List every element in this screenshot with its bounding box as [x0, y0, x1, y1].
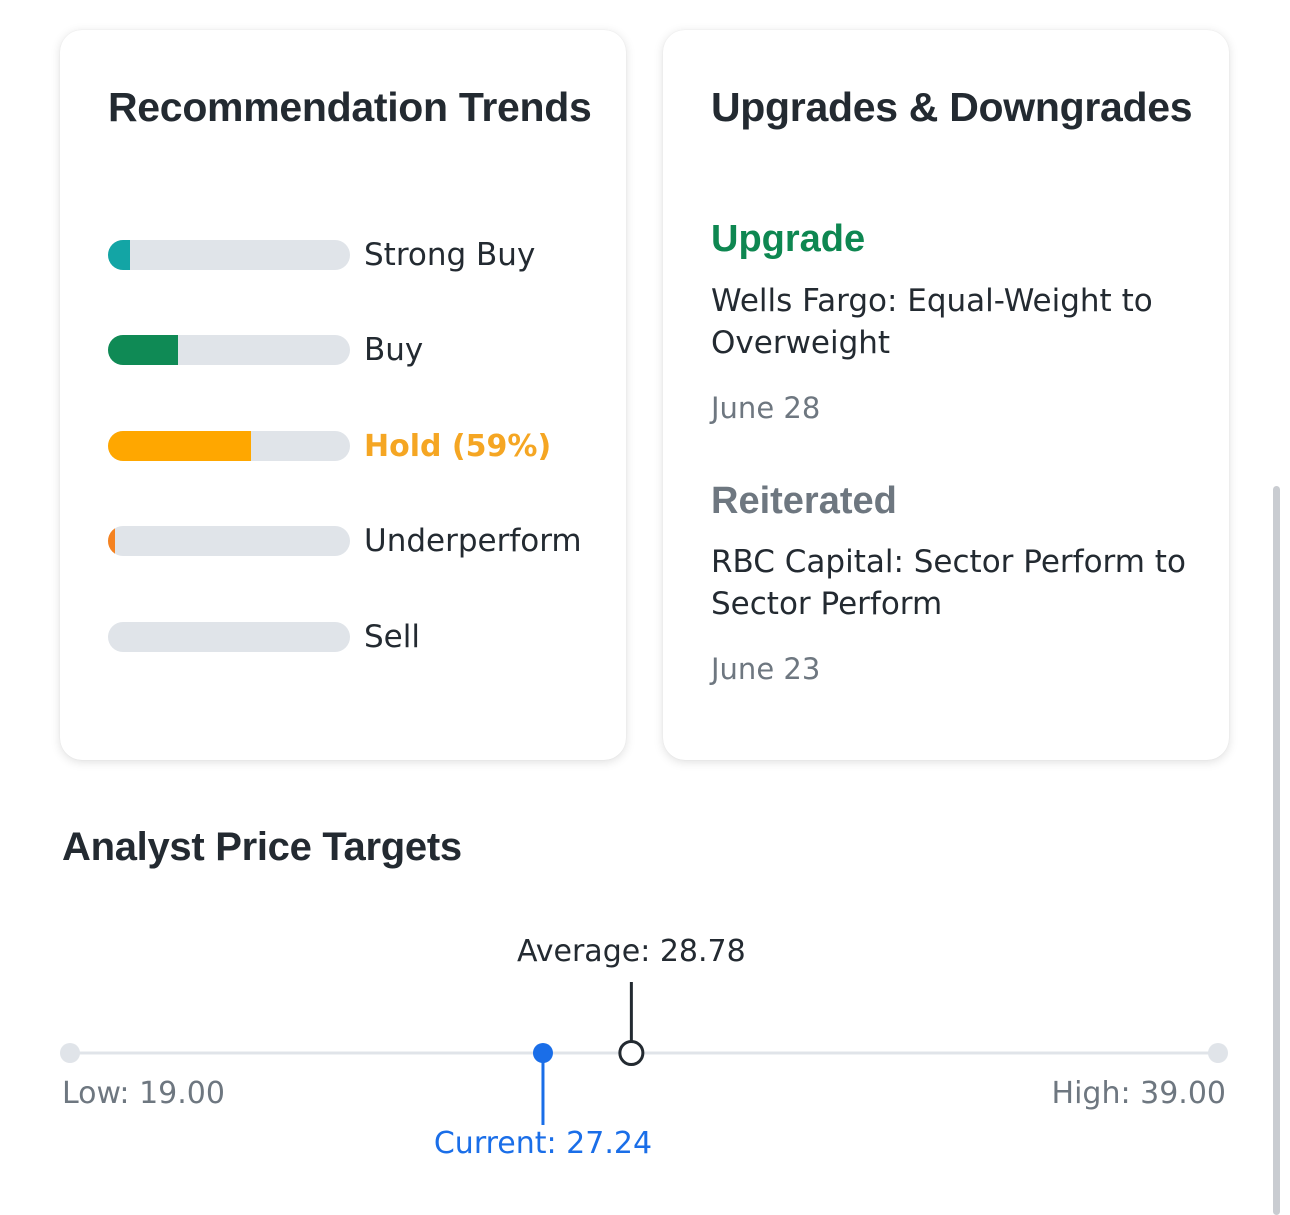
- high-target-dot: [1208, 1043, 1228, 1063]
- rec-bar-track: [108, 622, 350, 652]
- upgrades-downgrades-title: Upgrades & Downgrades: [711, 84, 1193, 130]
- rec-label: Strong Buy: [364, 237, 536, 273]
- upgrade-firm-text: Wells Fargo: Equal-Weight to Overweight: [711, 283, 1153, 361]
- rec-bar-fill: [108, 431, 251, 461]
- rec-row-sell: Sell: [108, 615, 420, 659]
- low-target-label: Low: 19.00: [62, 1076, 225, 1111]
- average-target-label: Average: 28.78: [517, 934, 746, 969]
- rec-bar-fill: [108, 335, 179, 365]
- recommendation-trends-card[interactable]: Recommendation Trends Strong Buy Buy Hol…: [60, 30, 626, 760]
- upgrade-action-label: Upgrade: [711, 218, 866, 260]
- rec-bar-fill: [108, 526, 116, 556]
- rec-bar-track: [108, 431, 350, 461]
- rec-bar-fill: [108, 240, 130, 270]
- rec-row-buy: Buy: [108, 328, 423, 372]
- price-target-chart[interactable]: Average: 28.78 Low: 19.00 High: 39.00 Cu…: [0, 900, 1290, 1190]
- rec-bar-track: [108, 526, 350, 556]
- scrollbar[interactable]: [1273, 486, 1280, 1215]
- average-target-dot[interactable]: [618, 1040, 645, 1066]
- reiterated-firm-text: RBC Capital: Sector Perform to Sector Pe…: [711, 544, 1186, 622]
- current-price-dot[interactable]: [532, 1043, 553, 1063]
- recommendation-trends-title: Recommendation Trends: [108, 84, 592, 130]
- reiterated-action-label: Reiterated: [711, 480, 897, 522]
- rec-bar-track: [108, 240, 350, 270]
- upgrades-downgrades-card[interactable]: Upgrades & Downgrades Upgrade Wells Farg…: [663, 30, 1229, 760]
- upgrade-date: June 28: [711, 391, 821, 425]
- rec-row-hold: Hold (59%): [108, 424, 551, 468]
- rec-bar-track: [108, 335, 350, 365]
- low-target-dot: [60, 1043, 80, 1063]
- analyst-price-targets-title: Analyst Price Targets: [62, 825, 462, 869]
- rec-label: Sell: [364, 619, 420, 655]
- current-price-label: Current: 27.24: [434, 1126, 652, 1161]
- rec-row-underperform: Underperform: [108, 519, 582, 563]
- rec-row-strong-buy: Strong Buy: [108, 233, 535, 277]
- high-target-label: High: 39.00: [1052, 1076, 1226, 1111]
- rec-label: Hold (59%): [364, 428, 552, 464]
- rec-label: Buy: [364, 332, 424, 368]
- rec-label: Underperform: [364, 523, 582, 559]
- reiterated-date: June 23: [711, 652, 821, 686]
